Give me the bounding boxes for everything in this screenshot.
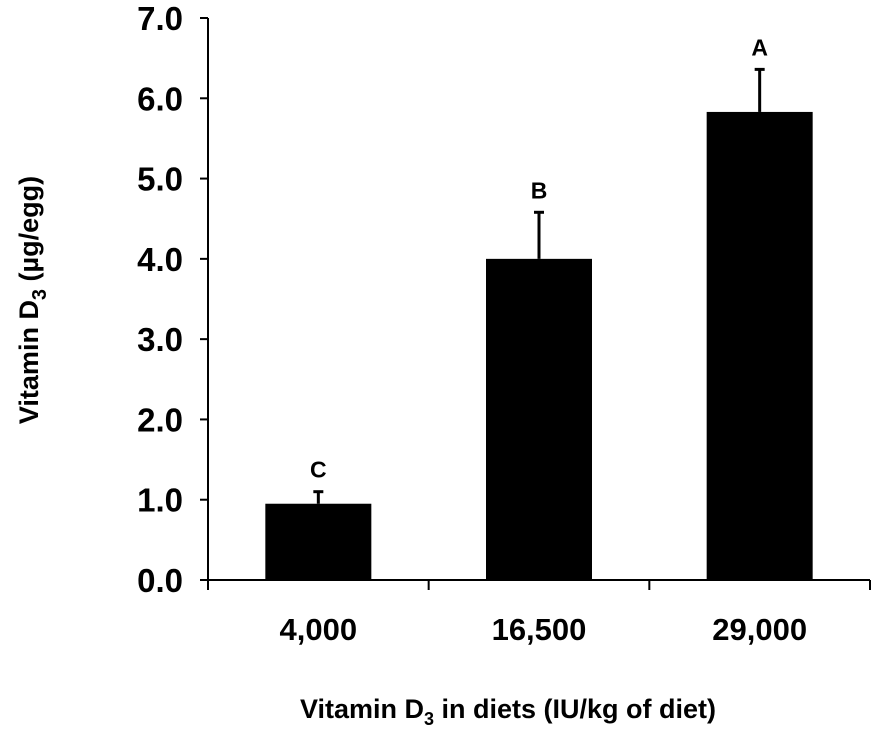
y-tick-label: 2.0 bbox=[137, 401, 183, 438]
bar bbox=[486, 258, 592, 580]
y-tick-label: 7.0 bbox=[137, 0, 183, 37]
y-axis-ticks: 0.0 1.0 2.0 3.0 4.0 5.0 6.0 7.0 bbox=[137, 0, 208, 599]
bar bbox=[706, 111, 813, 580]
y-tick-label: 1.0 bbox=[137, 482, 183, 519]
significance-label: B bbox=[531, 177, 548, 203]
significance-label: A bbox=[751, 34, 768, 60]
x-tick-label: 4,000 bbox=[280, 612, 358, 647]
y-tick-label: 5.0 bbox=[137, 161, 183, 198]
x-tick-label: 16,500 bbox=[492, 612, 587, 647]
y-tick-label: 3.0 bbox=[137, 321, 183, 358]
x-axis-tick-labels: 4,000 16,500 29,000 bbox=[280, 612, 808, 647]
y-tick-label: 6.0 bbox=[137, 80, 183, 117]
bar bbox=[265, 503, 372, 580]
x-axis-tick-marks bbox=[207, 580, 871, 590]
significance-label: C bbox=[310, 457, 327, 483]
x-tick-label: 29,000 bbox=[712, 612, 807, 647]
y-axis-title: Vitamin D3 (µg/egg) bbox=[14, 176, 51, 424]
bars: C B A bbox=[265, 34, 813, 580]
y-tick-label: 4.0 bbox=[137, 241, 183, 278]
x-axis-title: Vitamin D3 in diets (IU/kg of diet) bbox=[300, 694, 716, 729]
y-tick-label: 0.0 bbox=[137, 562, 183, 599]
